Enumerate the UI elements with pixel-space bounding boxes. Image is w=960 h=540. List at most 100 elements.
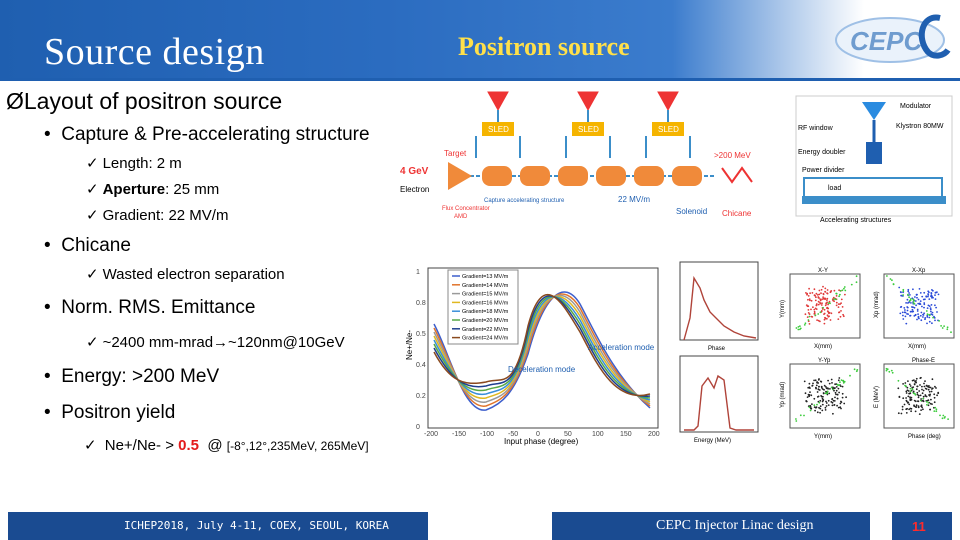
footer-mid-bar (552, 512, 870, 540)
yield-curve (433, 295, 651, 397)
scatter-point (905, 392, 908, 394)
scatter-point (828, 382, 831, 385)
legend-entry: Gradient=14 MV/m (462, 283, 509, 289)
scatter-point (911, 310, 914, 313)
scatter-point (902, 294, 904, 296)
scatter-point (916, 318, 918, 321)
scatter-point (827, 307, 830, 310)
scatter-point (929, 408, 931, 411)
scatter-point (913, 306, 916, 309)
scatter-point (933, 401, 936, 404)
y-tick-label: 0.4 (416, 362, 426, 369)
scatter-ylabel: Xp (mrad) (874, 291, 880, 318)
item-length-text: Length: 2 m (102, 155, 182, 172)
scatter-point (822, 285, 824, 288)
check-icon: ✓ (86, 206, 99, 224)
scatter-point (823, 384, 826, 387)
scatter-point (916, 393, 919, 396)
scatter-point (805, 400, 808, 403)
scatter-point (826, 292, 828, 295)
scatter-point (797, 326, 800, 328)
scatter-point (902, 314, 904, 317)
scatter-point (922, 395, 925, 398)
item-wasted-text: Wasted electron separation (102, 266, 285, 283)
scatter-ylabel: Yp (mrad) (780, 382, 786, 408)
scatter-point (834, 298, 837, 301)
scatter-point (916, 385, 919, 388)
scatter-point (839, 402, 842, 405)
scatter-ylabel: Y(mm) (780, 300, 786, 318)
scatter-point (837, 384, 840, 386)
scatter-point (816, 396, 819, 398)
scatter-point (844, 289, 847, 292)
scatter-point (811, 403, 813, 405)
scatter-point (822, 392, 825, 395)
scatter-point (903, 307, 906, 309)
scatter-point (906, 298, 909, 301)
scatter-point (808, 298, 811, 301)
y-tick-label: 0.2 (416, 393, 426, 400)
target-label: Target (444, 149, 467, 158)
scatter-point (915, 404, 918, 407)
scatter-point (937, 293, 940, 296)
scatter-point (924, 298, 926, 301)
scatter-point (904, 315, 907, 318)
scatter-point (925, 310, 928, 312)
check-icon: ✓ (84, 436, 97, 454)
scatter-point (840, 379, 843, 381)
scatter-point (833, 298, 835, 301)
scatter-point (905, 397, 907, 399)
scatter-point (916, 391, 919, 394)
scatter-point (918, 288, 921, 290)
scatter-point (916, 310, 919, 312)
item-gradient: ✓ Gradient: 22 MV/m (86, 206, 228, 224)
scatter-point (843, 380, 846, 383)
scatter-point (841, 396, 844, 399)
yield-phase-plot: 1 0.8 0.5 0.4 0.2 0 -200 -150 -100 -50 0 50 100 150 2… (404, 264, 664, 448)
scatter-point (833, 400, 836, 402)
scatter-point (885, 369, 888, 372)
scatter-point (842, 379, 844, 382)
scatter-point (826, 314, 829, 317)
bullet-capture: • Capture & Pre-accelerating structure (44, 124, 370, 145)
scatter-point (810, 394, 813, 397)
scatter-point (931, 311, 934, 314)
scatter-point (833, 289, 836, 292)
scatter-point (935, 408, 938, 411)
scatter-point (933, 396, 936, 399)
scatter-point (917, 302, 920, 305)
scatter-point (909, 298, 912, 300)
scatter-point (912, 288, 914, 291)
scatter-point (822, 296, 824, 298)
scatter-point (824, 304, 827, 307)
yield-curve (433, 294, 651, 397)
scatter-point (818, 289, 821, 292)
scatter-point (808, 382, 811, 385)
scatter-point (827, 303, 829, 306)
scatter-point (906, 306, 909, 308)
scatter-point (835, 292, 838, 295)
scatter-point (824, 290, 826, 293)
scatter-point (836, 397, 839, 400)
scatter-point (839, 293, 841, 296)
scatter-point (806, 293, 808, 296)
scatter-point (839, 381, 841, 384)
scatter-point (808, 287, 810, 290)
scatter-point (930, 292, 933, 295)
scatter-point (897, 387, 900, 390)
bullet-energy-text: Energy: >200 MeV (61, 366, 220, 387)
scatter-point (818, 293, 821, 296)
scatter-point (928, 394, 931, 397)
scatter-point (909, 407, 912, 410)
page-number: 11 (912, 519, 926, 534)
scatter-point (809, 387, 811, 389)
scatter-point (914, 296, 916, 298)
scatter-point (930, 294, 933, 297)
scatter-point (927, 295, 929, 298)
item-aperture: ✓ Aperture: 25 mm (86, 180, 219, 198)
scatter-point (899, 306, 902, 308)
scatter-point (825, 402, 828, 404)
scatter-point (837, 387, 840, 390)
scatter-point (842, 382, 845, 384)
scatter-point (901, 408, 904, 411)
